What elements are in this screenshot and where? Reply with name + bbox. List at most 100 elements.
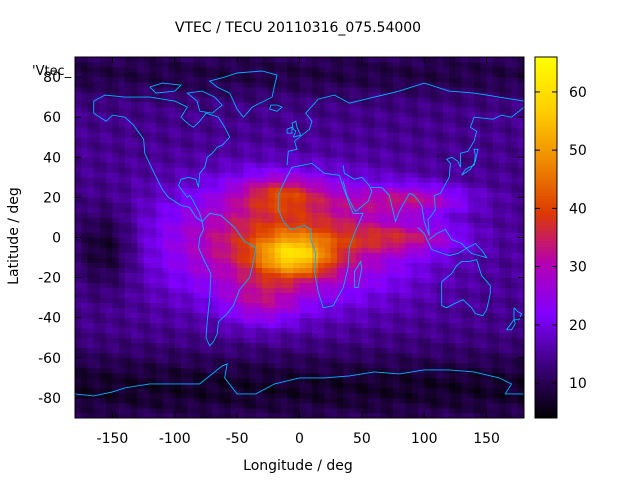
heatmap-cell	[343, 222, 350, 228]
heatmap-cell	[218, 72, 226, 78]
heatmap-cell	[311, 82, 319, 88]
heatmap-cell	[355, 407, 363, 414]
heatmap-cell	[499, 272, 506, 279]
heatmap-cell	[274, 367, 282, 374]
heatmap-cell	[480, 387, 487, 394]
heatmap-cell	[212, 102, 219, 108]
heatmap-cell	[361, 87, 369, 93]
heatmap-cell	[368, 127, 375, 133]
heatmap-cell	[181, 387, 188, 394]
heatmap-cell	[455, 297, 463, 304]
heatmap-cell	[156, 297, 163, 304]
heatmap-cell	[368, 207, 375, 213]
heatmap-cell	[424, 272, 431, 279]
heatmap-cell	[336, 337, 344, 344]
heatmap-cell	[268, 407, 275, 414]
heatmap-cell	[386, 112, 394, 118]
heatmap-cell	[131, 127, 138, 133]
heatmap-cell	[87, 217, 95, 223]
heatmap-cell	[336, 297, 344, 304]
heatmap-cell	[255, 107, 263, 113]
heatmap-cell	[474, 397, 481, 404]
heatmap-cell	[330, 97, 338, 103]
heatmap-cell	[511, 302, 519, 309]
heatmap-cell	[455, 212, 463, 218]
heatmap-cell	[511, 312, 519, 319]
heatmap-cell	[262, 367, 269, 374]
heatmap-cell	[293, 397, 300, 404]
heatmap-cell	[467, 217, 475, 223]
heatmap-cell	[318, 202, 325, 208]
heatmap-cell	[368, 232, 375, 238]
heatmap-cell	[99, 277, 107, 284]
heatmap-cell	[461, 122, 469, 128]
heatmap-cell	[131, 337, 138, 344]
heatmap-cell	[511, 212, 519, 218]
heatmap-cell	[492, 102, 500, 108]
heatmap-cell	[118, 372, 126, 379]
heatmap-cell	[87, 272, 95, 279]
heatmap-cell	[318, 212, 325, 218]
heatmap-cell	[249, 402, 257, 409]
heatmap-cell	[361, 137, 369, 143]
heatmap-cell	[143, 357, 151, 364]
heatmap-cell	[168, 157, 176, 163]
heatmap-cell	[480, 82, 487, 88]
heatmap-cell	[311, 322, 319, 329]
heatmap-cell	[230, 317, 238, 324]
heatmap-cell	[193, 127, 201, 133]
heatmap-cell	[205, 152, 213, 158]
heatmap-cell	[343, 392, 350, 399]
heatmap-cell	[492, 372, 500, 379]
heatmap-cell	[430, 72, 438, 78]
heatmap-cell	[199, 412, 207, 419]
heatmap-cell	[237, 407, 244, 414]
heatmap-cell	[311, 172, 319, 178]
heatmap-cell	[324, 342, 332, 349]
heatmap-cell	[205, 222, 213, 228]
heatmap-cell	[505, 262, 512, 268]
heatmap-cell	[162, 102, 169, 108]
heatmap-cell	[243, 107, 251, 113]
heatmap-cell	[368, 167, 375, 173]
heatmap-cell	[393, 317, 400, 324]
heatmap-cell	[417, 142, 425, 148]
heatmap-cell	[336, 72, 344, 78]
heatmap-cell	[467, 327, 475, 334]
heatmap-cell	[361, 357, 369, 364]
heatmap-cell	[430, 237, 438, 243]
heatmap-cell	[430, 212, 438, 218]
heatmap-cell	[330, 297, 338, 304]
heatmap-cell	[474, 237, 481, 243]
heatmap-cell	[149, 82, 157, 88]
heatmap-cell	[311, 397, 319, 404]
heatmap-cell	[299, 192, 307, 198]
heatmap-cell	[293, 357, 300, 364]
heatmap-cell	[255, 127, 263, 133]
heatmap-cell	[268, 72, 275, 78]
heatmap-cell	[187, 142, 194, 148]
heatmap-cell	[93, 337, 101, 344]
heatmap-cell	[380, 132, 388, 138]
heatmap-cell	[199, 267, 207, 273]
heatmap-cell	[87, 97, 95, 103]
heatmap-cell	[237, 172, 244, 178]
heatmap-cell	[355, 77, 363, 83]
heatmap-cell	[511, 117, 519, 123]
heatmap-cell	[224, 347, 232, 354]
heatmap-cell	[442, 337, 450, 344]
heatmap-cell	[293, 322, 300, 329]
heatmap-cell	[237, 147, 244, 153]
heatmap-cell	[417, 317, 425, 324]
heatmap-cell	[237, 352, 244, 359]
heatmap-cell	[324, 387, 332, 394]
heatmap-cell	[336, 292, 344, 299]
heatmap-cell	[93, 237, 101, 243]
heatmap-cell	[199, 277, 207, 284]
heatmap-cell	[218, 362, 226, 369]
heatmap-cell	[268, 142, 275, 148]
heatmap-cell	[137, 212, 144, 218]
heatmap-cell	[330, 207, 338, 213]
heatmap-cell	[255, 102, 263, 108]
heatmap-cell	[343, 372, 350, 379]
